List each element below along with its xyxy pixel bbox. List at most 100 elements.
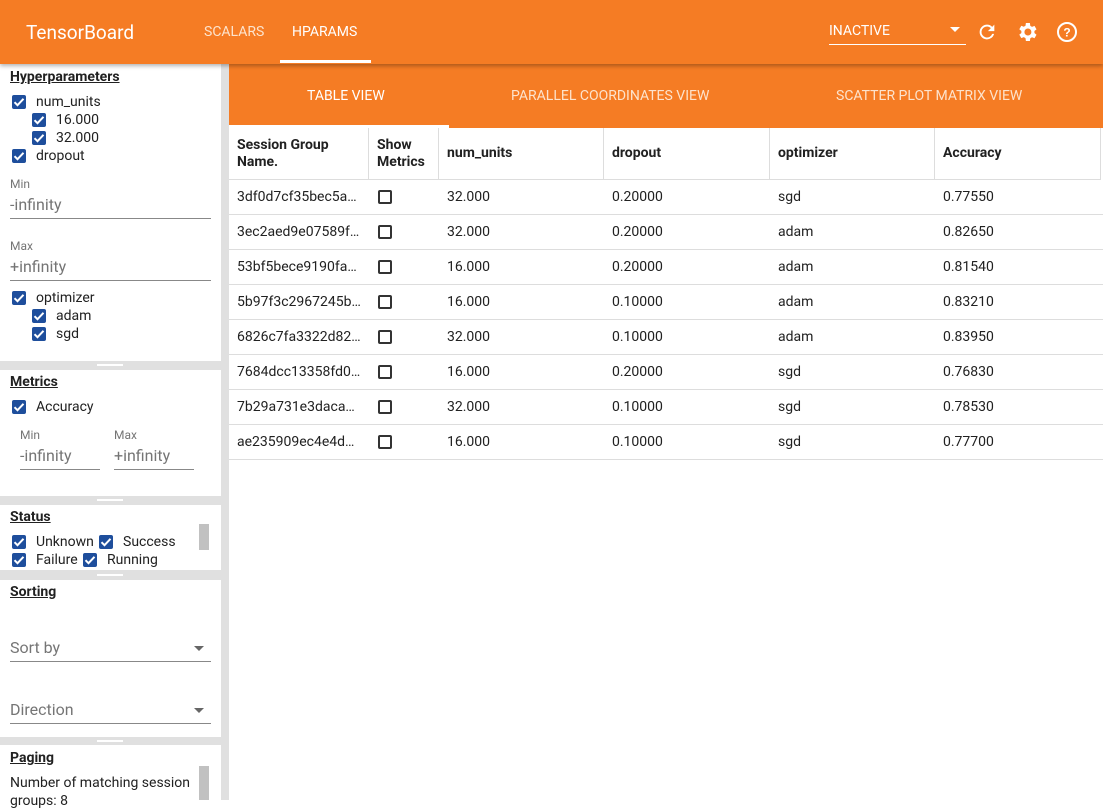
column-header[interactable] xyxy=(770,128,935,180)
min-input[interactable]: -infinity xyxy=(10,195,211,219)
section-title: Metrics xyxy=(10,374,58,390)
svg-text:?: ? xyxy=(1063,26,1070,40)
column-header-text: Session Group Name. xyxy=(237,137,329,170)
column-header[interactable] xyxy=(604,128,770,180)
scrollbar[interactable] xyxy=(199,766,209,800)
direction-select[interactable]: Direction xyxy=(10,700,211,724)
checkbox[interactable] xyxy=(83,553,97,567)
checkbox[interactable] xyxy=(32,113,46,127)
tab[interactable]: HPARAMS xyxy=(292,24,358,40)
tab-indicator xyxy=(280,60,371,63)
checkbox[interactable] xyxy=(12,400,26,414)
splitter[interactable] xyxy=(0,737,221,745)
table-cell: 32.000 xyxy=(447,224,491,240)
table-cell: 16.000 xyxy=(447,434,491,450)
table-row xyxy=(229,390,1103,425)
tab[interactable]: SCALARS xyxy=(204,24,265,40)
settings-button[interactable] xyxy=(1015,20,1039,44)
table-cell: sgd xyxy=(778,399,801,415)
run-status-select[interactable]: INACTIVE xyxy=(829,22,966,45)
show-metrics-checkbox[interactable] xyxy=(378,365,392,379)
column-header-text: num_units xyxy=(447,145,513,161)
table-row xyxy=(229,180,1103,215)
column-header[interactable] xyxy=(229,128,369,180)
splitter[interactable] xyxy=(0,496,221,505)
help-button[interactable]: ? xyxy=(1055,20,1079,44)
show-metrics-checkbox[interactable] xyxy=(378,190,392,204)
table-row xyxy=(229,355,1103,390)
table-cell: adam xyxy=(778,224,814,240)
show-metrics-checkbox[interactable] xyxy=(378,225,392,239)
table-cell: 0.76830 xyxy=(943,364,994,380)
table-cell: 0.10000 xyxy=(612,434,663,450)
table-cell: adam xyxy=(778,259,814,275)
sort-by-select[interactable]: Sort by xyxy=(10,638,211,662)
column-header[interactable] xyxy=(439,128,604,180)
show-metrics-checkbox[interactable] xyxy=(378,435,392,449)
table-cell: 0.77550 xyxy=(943,189,994,205)
sidebar-splitter[interactable] xyxy=(221,64,229,800)
splitter[interactable] xyxy=(0,570,221,580)
column-header[interactable] xyxy=(369,128,439,180)
checkbox[interactable] xyxy=(12,535,26,549)
checkbox[interactable] xyxy=(12,95,26,109)
table-cell: 0.81540 xyxy=(943,259,994,275)
table-cell: 3ec2aed9e07589f… xyxy=(237,224,360,240)
dropdown-arrow xyxy=(194,708,204,713)
table-cell: 0.77700 xyxy=(943,434,994,450)
field-label: Min xyxy=(10,177,31,191)
show-metrics-checkbox[interactable] xyxy=(378,330,392,344)
table-cell: adam xyxy=(778,329,814,345)
view-tab[interactable]: SCATTER PLOT MATRIX VIEW xyxy=(836,88,1023,104)
hparam-value: 32.000 xyxy=(56,130,100,146)
scrollbar[interactable] xyxy=(199,524,209,550)
max-input[interactable]: +infinity xyxy=(114,446,194,470)
table-cell: 0.10000 xyxy=(612,294,663,310)
checkbox[interactable] xyxy=(32,131,46,145)
field-label: Max xyxy=(10,239,33,253)
show-metrics-checkbox[interactable] xyxy=(378,400,392,414)
table-cell: 53bf5bece9190fa… xyxy=(237,259,357,275)
section-title: Sorting xyxy=(10,584,57,600)
checkbox[interactable] xyxy=(12,553,26,567)
hparam-name: num_units xyxy=(36,94,101,110)
checkbox[interactable] xyxy=(12,291,26,305)
section-title: Paging xyxy=(10,750,54,766)
table-cell: 5b97f3c2967245b… xyxy=(237,294,361,310)
view-tab[interactable]: TABLE VIEW xyxy=(307,88,385,104)
table-cell: 32.000 xyxy=(447,329,491,345)
table-cell: 0.82650 xyxy=(943,224,994,240)
table-row xyxy=(229,320,1103,355)
table-cell: 0.20000 xyxy=(612,224,663,240)
max-input[interactable]: +infinity xyxy=(10,257,211,281)
table-row xyxy=(229,285,1103,320)
table-cell: 0.20000 xyxy=(612,259,663,275)
table-cell: sgd xyxy=(778,434,801,450)
table-cell: ae235909ec4e4d… xyxy=(237,434,355,450)
table-cell: 0.10000 xyxy=(612,329,663,345)
splitter[interactable] xyxy=(0,361,221,370)
checkbox[interactable] xyxy=(32,327,46,341)
table-cell: 0.20000 xyxy=(612,364,663,380)
checkbox[interactable] xyxy=(12,149,26,163)
dropdown-arrow xyxy=(194,646,204,651)
view-tab[interactable]: PARALLEL COORDINATES VIEW xyxy=(511,88,710,104)
show-metrics-checkbox[interactable] xyxy=(378,295,392,309)
column-header[interactable] xyxy=(935,128,1101,180)
column-header-text: Show Metrics xyxy=(377,137,425,170)
reload-button[interactable] xyxy=(976,21,998,43)
tab-indicator xyxy=(229,125,449,128)
show-metrics-checkbox[interactable] xyxy=(378,260,392,274)
toolbar: TensorBoard SCALARS HPARAMS INACTIVE ? xyxy=(0,0,1103,64)
app-title: TensorBoard xyxy=(26,21,135,44)
table-row xyxy=(229,250,1103,285)
checkbox[interactable] xyxy=(32,309,46,323)
view-tabs: TABLE VIEW PARALLEL COORDINATES VIEW SCA… xyxy=(229,64,1103,128)
field-label: Max xyxy=(114,428,137,442)
table-cell: 32.000 xyxy=(447,399,491,415)
table-cell: 7b29a731e3daca… xyxy=(237,399,355,415)
checkbox[interactable] xyxy=(99,535,113,549)
min-input[interactable]: -infinity xyxy=(20,446,100,470)
table-cell: sgd xyxy=(778,189,801,205)
